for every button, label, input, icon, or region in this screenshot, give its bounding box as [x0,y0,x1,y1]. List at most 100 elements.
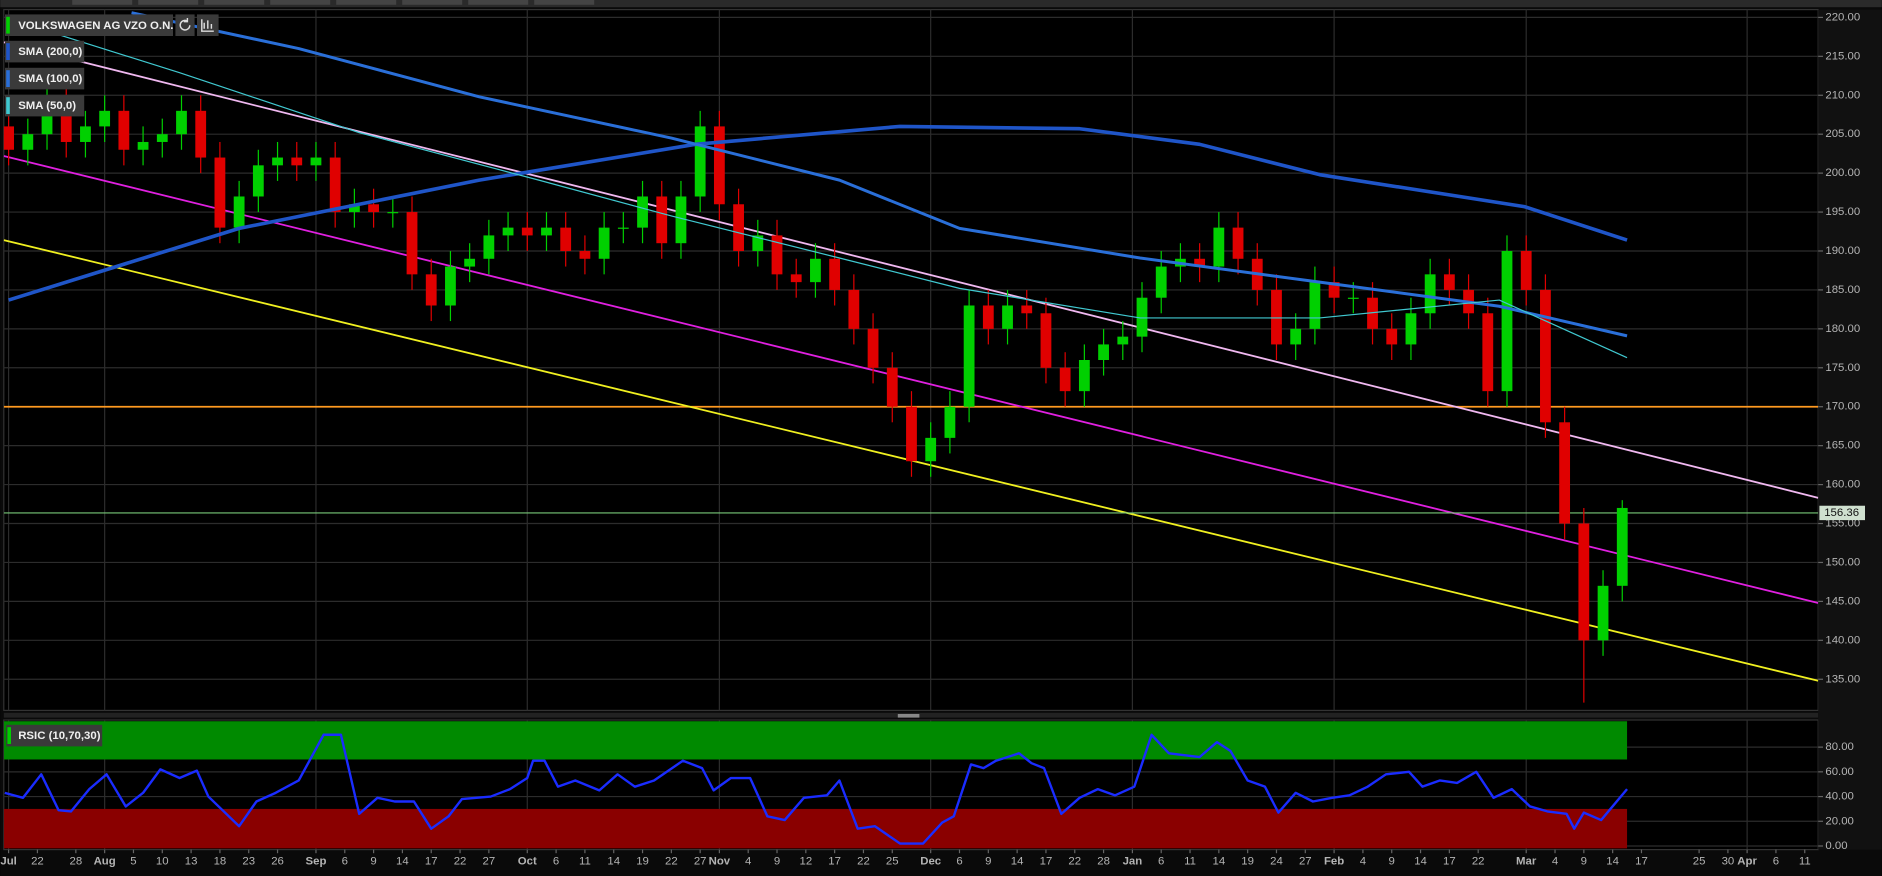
candle-body [675,196,687,244]
x-tick-label: 11 [1184,856,1196,868]
candle-body [1098,344,1109,360]
settings-icon [201,19,214,32]
x-tick-label: 28 [1097,856,1110,868]
x-tick-label: 22 [454,856,467,868]
x-tick-label: Dec [920,856,941,868]
x-tick-label: 14 [1414,856,1427,868]
candle-body [291,157,303,166]
legend-label: SMA (100,0) [18,73,82,85]
legend-swatch [6,70,10,87]
x-tick-label: 24 [1270,856,1283,868]
divider-handle[interactable] [897,714,920,718]
trend-line [3,155,1819,604]
candle-body [22,134,34,150]
refresh-button[interactable] [175,14,195,36]
x-tick-label: 6 [1773,856,1779,868]
x-tick-label: 9 [1581,856,1587,868]
candle-body [1501,250,1513,392]
candle-body [1059,367,1071,392]
x-tick-label: 30 [1722,856,1735,868]
candle-body [1347,297,1359,299]
chart-title: VOLKSWAGEN AG VZO O.N. [18,20,173,32]
x-tick-label: Mar [1516,856,1537,868]
x-tick-label: 17 [1040,856,1053,868]
y-tick-label: 185.00 [1825,284,1860,296]
x-tick-label: 17 [1635,856,1648,868]
y-tick-label: 180.00 [1825,323,1860,335]
x-tick-label: 17 [425,856,438,868]
x-tick-label: 18 [214,856,227,868]
value-axis [1818,9,1882,850]
legend: VOLKSWAGEN AG VZO O.N. SMA (200,0) SMA (1… [5,14,219,747]
x-tick-label: 6 [553,856,559,868]
title-box [5,14,173,36]
candle-body [118,110,130,150]
legend-swatch [6,97,10,114]
candle-body [483,235,495,259]
x-tick-label: Nov [709,856,731,868]
x-tick-label: 5 [130,856,136,868]
y-tick-label: 145.00 [1825,595,1860,607]
candle-body [598,227,610,259]
x-tick-label: 14 [1213,856,1226,868]
candle-body [137,141,149,150]
candle-body [982,305,994,329]
y-tick-label: 150.00 [1825,556,1860,568]
y-tick-label: 220.00 [1825,11,1860,23]
y-tick-label: 140.00 [1825,634,1860,646]
x-tick-label: 25 [886,856,899,868]
candle-body [1271,289,1282,345]
candle-body [464,258,476,267]
candle-body [1213,227,1225,267]
rsi-tick-label: 40.00 [1825,791,1854,803]
candle-body [445,266,456,306]
candle-body [272,157,283,166]
candle-body [1540,289,1551,423]
rsi-title: RSIC (10,70,30) [18,730,101,742]
trend-line [3,41,1819,499]
x-tick-label: 9 [1389,856,1395,868]
rsi-tick-label: 20.00 [1825,815,1854,827]
x-tick-label: 28 [70,856,83,868]
x-tick-label: 11 [1799,856,1811,868]
y-tick-label: 215.00 [1825,50,1860,62]
candle-body [502,227,514,236]
y-tick-label: 190.00 [1825,245,1860,257]
candle-body [1520,250,1532,290]
candle-body [656,196,668,244]
candle-body [176,110,187,135]
x-tick-label: 6 [1158,856,1164,868]
title-swatch [6,16,10,34]
x-tick-label: 4 [1552,856,1558,868]
y-tick-label: 210.00 [1825,89,1860,101]
x-tick-label: 23 [242,856,255,868]
x-tick-label: Jan [1123,856,1143,868]
x-tick-label: 17 [828,856,841,868]
x-tick-label: 19 [1241,856,1254,868]
candle-body [310,157,322,166]
candle-body [214,157,226,228]
x-tick-label: 27 [694,856,707,868]
y-tick-label: 195.00 [1825,206,1860,218]
candle-body [1078,360,1090,392]
x-tick-label: 22 [1472,856,1485,868]
candle-body [1136,297,1148,337]
candle-body [1424,274,1436,314]
candle-body [329,157,341,213]
candle-body [1309,282,1321,329]
candle-body [1021,305,1033,314]
x-tick-label: 14 [396,856,409,868]
candle-body [1616,507,1628,586]
y-tick-label: 160.00 [1825,479,1860,491]
candle-body [637,196,648,228]
legend-label: SMA (200,0) [18,46,82,58]
candle-body [733,204,744,251]
series-legend: SMA (200,0) SMA (100,0) SMA (50,0) [5,40,85,117]
sma-line [8,18,1628,359]
candle-body [252,165,264,197]
candle-body [1117,336,1129,345]
candle-body [80,126,91,142]
candle-body [1597,585,1609,641]
axes: Jul 22 28 Aug 5 10 13 18 23 26 Sep 6 9 14 17 22 27 Oct 6 11… [0,11,1865,868]
